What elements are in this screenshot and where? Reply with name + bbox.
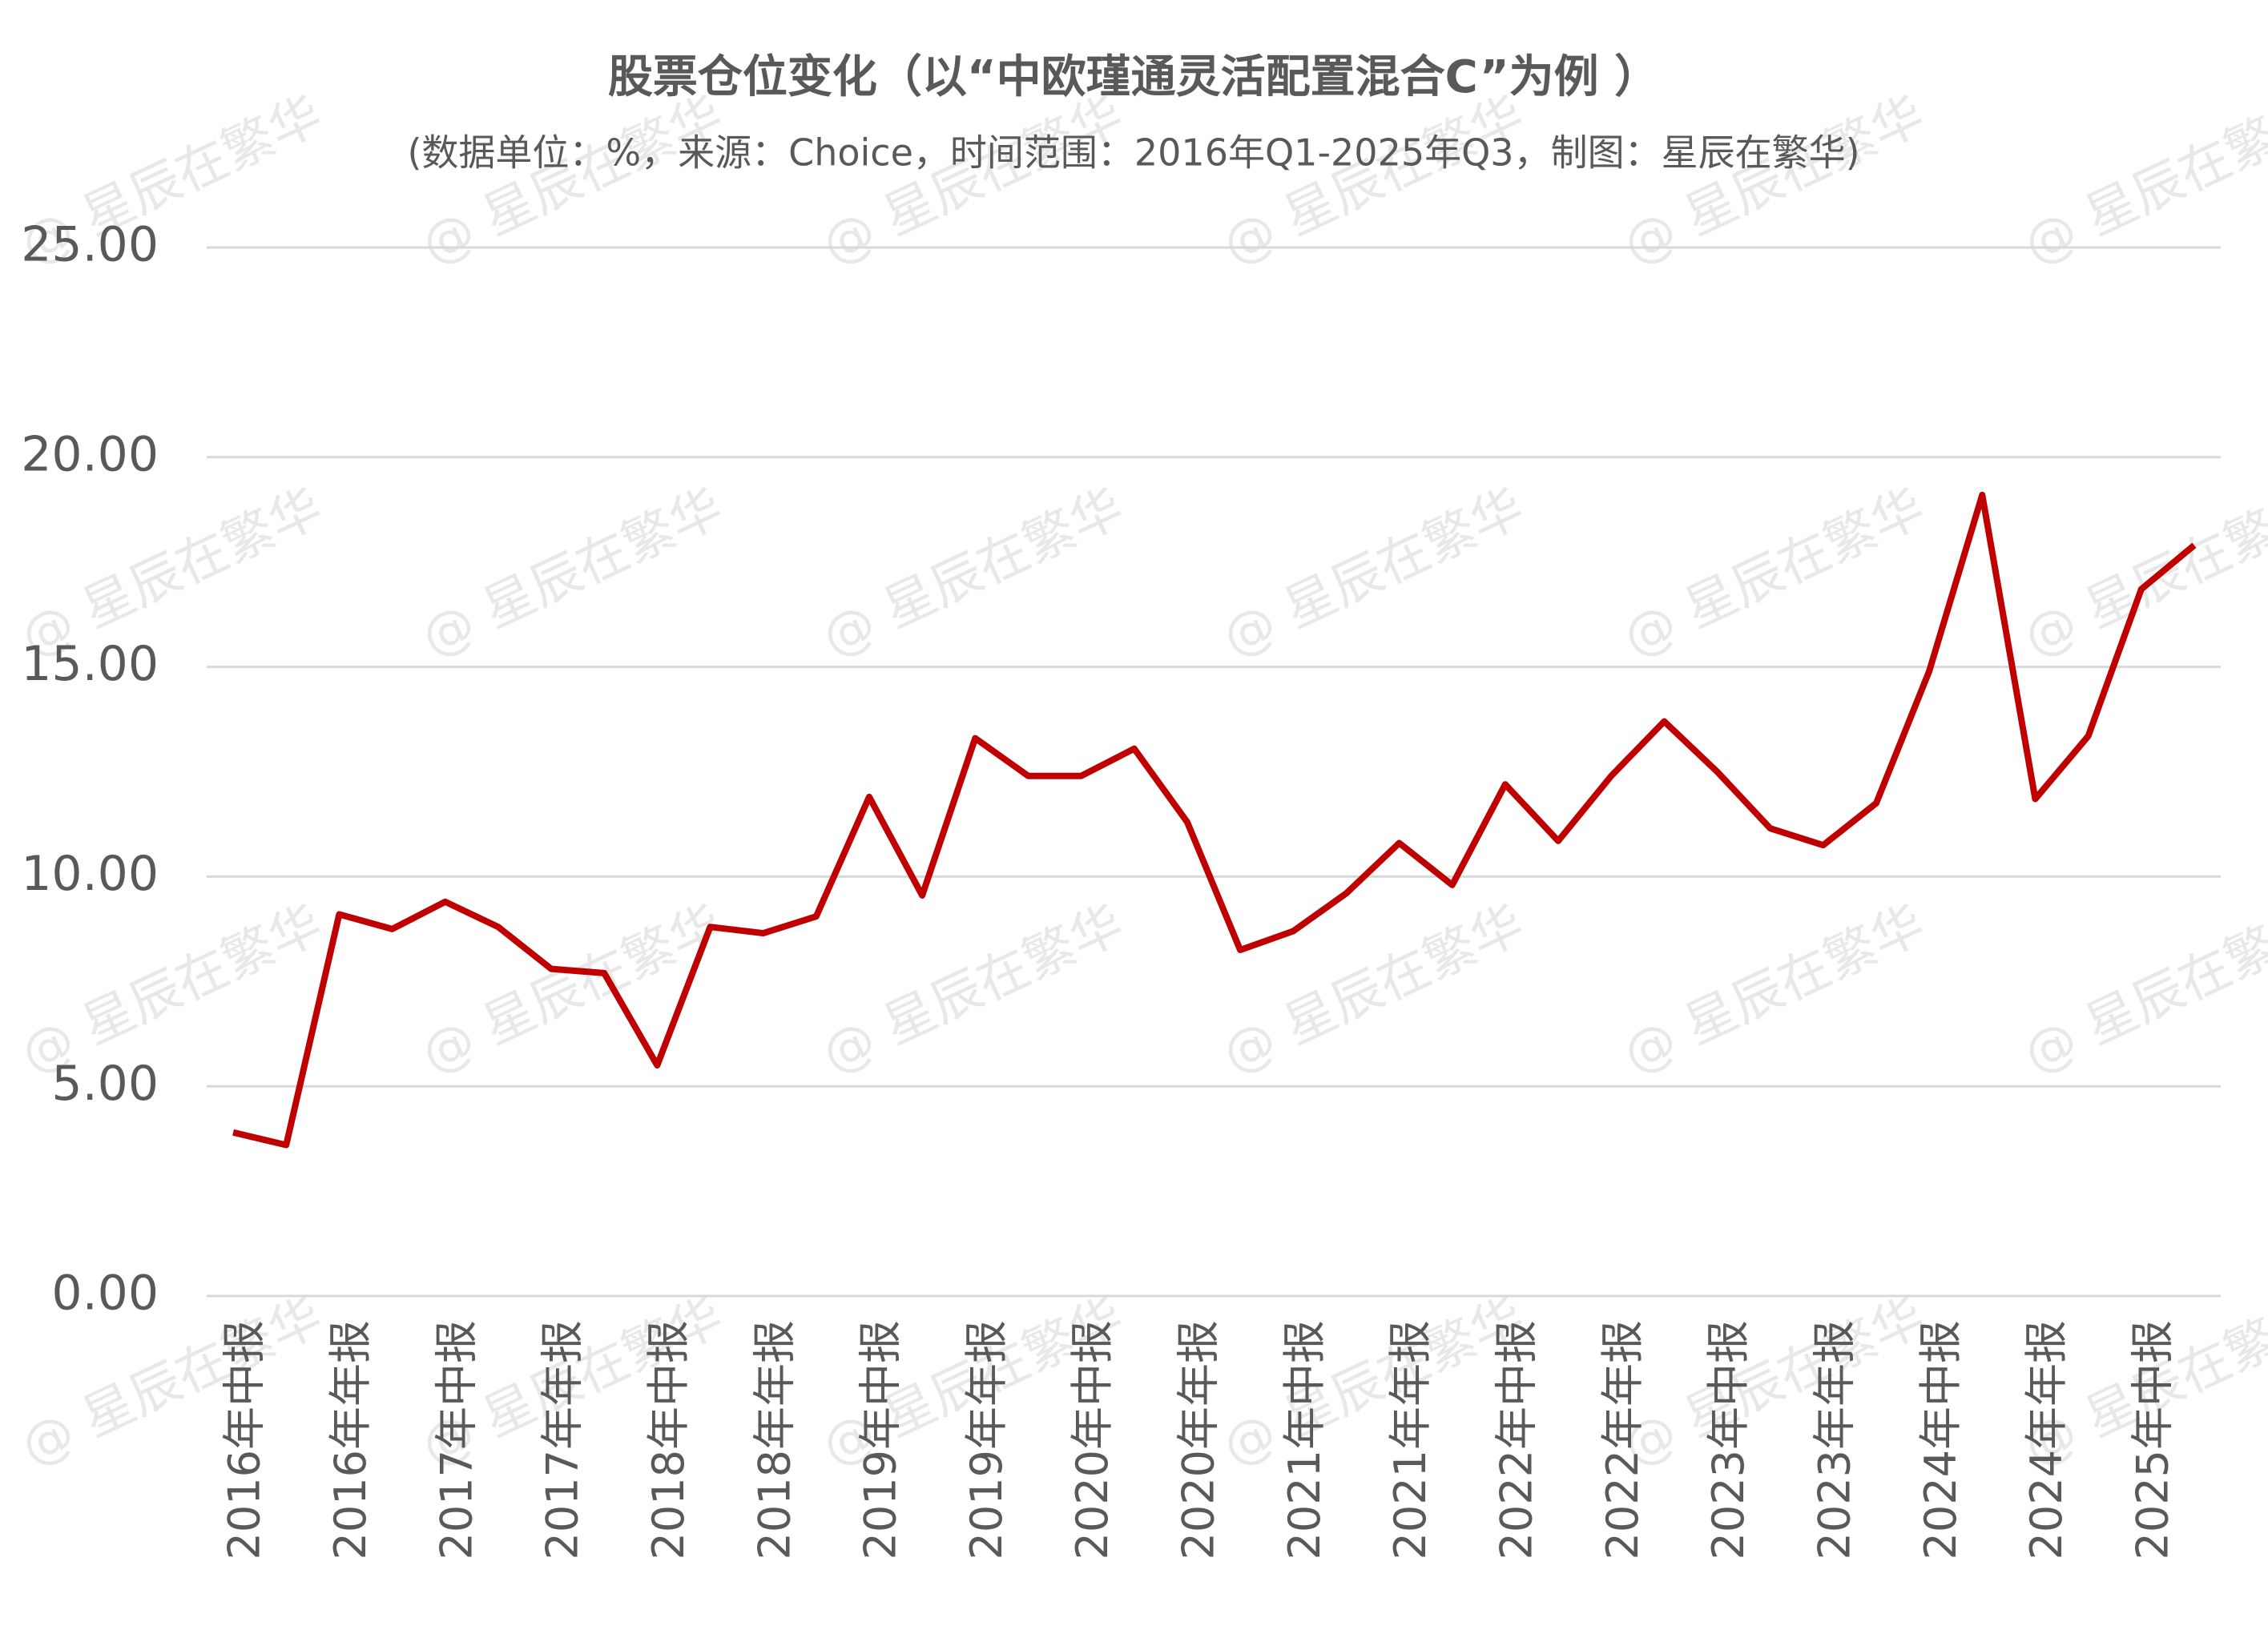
x-tick-label: 2022年年报 — [1597, 1320, 1648, 1560]
x-tick-label: 2024年中报 — [1916, 1320, 1966, 1560]
x-tick-label: 2018年中报 — [643, 1320, 694, 1560]
x-tick-label: 2025年中报 — [2127, 1320, 2177, 1560]
y-tick-label: 5.00 — [51, 1056, 159, 1112]
x-tick-label: 2021年年报 — [1385, 1320, 1436, 1560]
x-tick-label: 2023年中报 — [1703, 1320, 1754, 1560]
x-tick-label: 2023年年报 — [1809, 1320, 1859, 1560]
y-tick-label: 10.00 — [21, 846, 159, 902]
x-tick-label: 2024年年报 — [2021, 1320, 2072, 1560]
x-tick-label: 2019年年报 — [961, 1320, 1012, 1560]
y-tick-label: 20.00 — [21, 426, 159, 482]
chart-subtitle: (数据单位：%，来源：Choice，时间范围：2016年Q1-2025年Q3，制… — [407, 131, 1859, 175]
x-tick-label: 2022年中报 — [1492, 1320, 1542, 1560]
x-tick-label: 2018年年报 — [749, 1320, 800, 1560]
chart-title: 股票仓位变化（以“中欧瑾通灵活配置混合C”为例 ） — [608, 51, 1659, 103]
x-tick-label: 2017年中报 — [431, 1320, 481, 1560]
data-line — [232, 491, 2197, 1149]
x-tick-label: 2019年中报 — [856, 1320, 906, 1560]
x-tick-label: 2016年年报 — [325, 1320, 376, 1560]
x-tick-label: 2020年中报 — [1067, 1320, 1118, 1560]
x-tick-label: 2020年年报 — [1174, 1320, 1224, 1560]
y-tick-label: 0.00 — [51, 1266, 159, 1322]
x-tick-label: 2021年中报 — [1279, 1320, 1330, 1560]
y-tick-label: 15.00 — [21, 636, 159, 692]
x-tick-label: 2017年年报 — [538, 1320, 588, 1560]
x-tick-label: 2016年中报 — [220, 1320, 270, 1560]
y-tick-label: 25.00 — [21, 217, 159, 273]
